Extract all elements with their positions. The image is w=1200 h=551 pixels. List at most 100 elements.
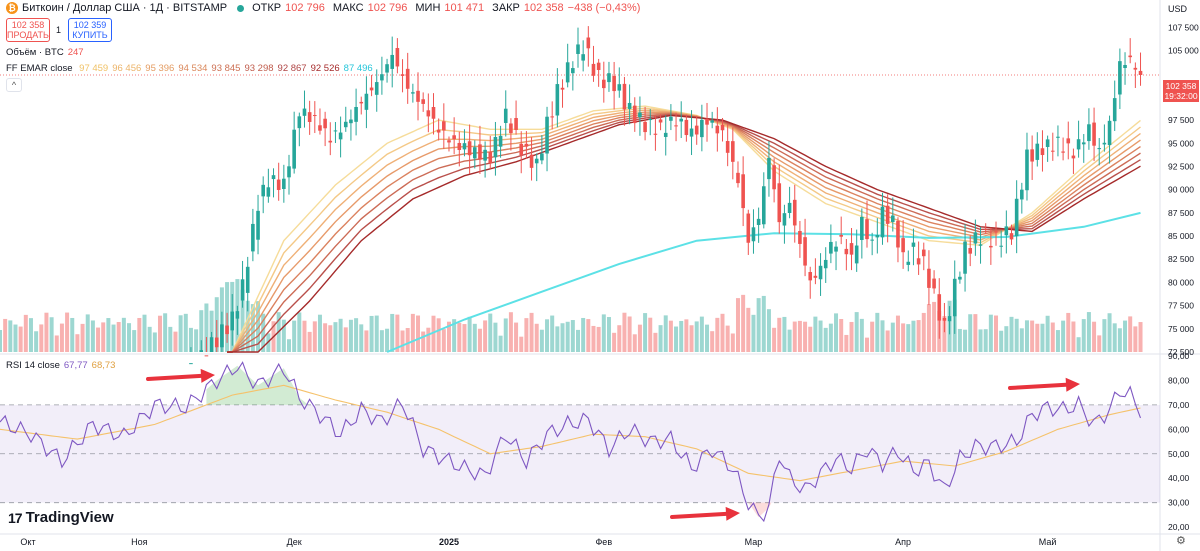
candle-body: [189, 363, 193, 365]
candle-body: [442, 121, 446, 131]
candle-body: [235, 311, 240, 319]
candle-body: [1133, 67, 1138, 70]
volume-bar: [643, 313, 648, 352]
volume-bar: [988, 314, 993, 352]
volume-bar: [529, 312, 534, 352]
candle: [230, 294, 235, 346]
price-tick-label: 97 500: [1168, 115, 1194, 125]
volume-bar: [101, 322, 106, 352]
candle: [663, 115, 668, 156]
candle: [684, 114, 689, 142]
candle-body: [818, 265, 823, 280]
candle-body: [447, 140, 451, 143]
volume-bar: [0, 330, 2, 352]
buy-button[interactable]: 102 359 КУПИТЬ: [68, 18, 112, 42]
volume-bar: [792, 321, 797, 352]
volume-bar: [28, 318, 33, 352]
candle-body: [952, 278, 957, 317]
candle-body: [488, 151, 493, 164]
candle-body: [772, 165, 776, 190]
candle: [276, 162, 281, 201]
volume-bar: [1092, 321, 1097, 352]
candle-body: [400, 74, 405, 76]
candle: [715, 107, 720, 152]
candle-body: [349, 119, 353, 124]
candle: [751, 209, 756, 254]
candle-body: [823, 259, 828, 269]
volume-bar: [823, 327, 828, 352]
ema-value: 93 845: [211, 63, 241, 74]
candle-body: [452, 135, 456, 140]
candle: [1061, 137, 1065, 161]
last-price-badge: 102 358 19:32:00: [1163, 80, 1199, 102]
candle: [720, 118, 725, 142]
tradingview-logo[interactable]: 17 TradingView: [8, 509, 114, 526]
candle-body: [870, 239, 874, 241]
rsi-tick-label: 50,00: [1168, 449, 1190, 459]
volume-bar: [317, 314, 322, 352]
volume-bar: [3, 318, 8, 352]
volume-bar: [808, 326, 813, 352]
volume-bar: [132, 330, 137, 352]
candle-body: [467, 141, 472, 156]
candle: [369, 74, 374, 97]
candle: [906, 250, 911, 272]
volume-bar: [364, 330, 369, 352]
candle-body: [803, 237, 807, 266]
candle: [503, 90, 508, 137]
arrow-shaft: [670, 511, 729, 519]
volume-bar: [663, 315, 668, 352]
volume-bar: [446, 321, 451, 352]
candle: [602, 61, 606, 103]
sell-button[interactable]: 102 358 ПРОДАТЬ: [6, 18, 50, 42]
candle-body: [725, 141, 730, 153]
volume-bar: [323, 323, 328, 352]
volume-bar: [483, 320, 488, 352]
candle: [514, 100, 518, 135]
candle: [1071, 148, 1076, 174]
close-label: ЗАКР: [492, 2, 520, 14]
volume-bar: [240, 289, 245, 352]
candle: [1092, 107, 1096, 161]
symbol-title[interactable]: Биткоин / Доллар США · 1Д · BITSTAMP: [22, 2, 228, 14]
collapse-legend-button[interactable]: ^: [6, 78, 22, 92]
candle: [411, 83, 415, 103]
candle: [545, 106, 549, 172]
volume-bar: [735, 298, 740, 352]
volume-value: 247: [67, 47, 84, 58]
price-tick-label: 95 000: [1168, 138, 1194, 148]
volume-bar: [90, 320, 95, 352]
volume-bar: [49, 317, 54, 352]
volume-bar: [921, 312, 926, 352]
candle: [1056, 125, 1060, 157]
volume-bar: [730, 333, 735, 352]
candle: [1030, 135, 1034, 180]
candle-body: [1035, 143, 1040, 160]
volume-bar: [519, 336, 524, 352]
candle: [576, 27, 580, 68]
candle: [772, 158, 776, 203]
candle-body: [720, 124, 725, 131]
ema-value: 94 534: [178, 63, 208, 74]
candle: [952, 260, 957, 334]
candle-body: [472, 147, 477, 159]
volume-bar: [472, 323, 477, 352]
candle: [189, 347, 193, 365]
candle-body: [885, 205, 890, 224]
volume-bar: [761, 295, 766, 352]
rsi-legend[interactable]: RSI 14 close 67,77 68,73: [6, 360, 115, 371]
candle: [560, 79, 565, 108]
candle-body: [493, 136, 498, 158]
gear-icon[interactable]: ⚙: [1176, 535, 1186, 547]
volume-legend[interactable]: Объём · BTC 247: [6, 47, 84, 58]
volume-bar: [287, 339, 291, 352]
ema-legend[interactable]: FF EMAR close 97 459 96 456 95 396 94 534 93…: [6, 63, 373, 74]
volume-bar: [648, 317, 653, 352]
volume-bar: [1009, 316, 1014, 352]
candle: [1040, 130, 1045, 172]
candle-body: [220, 324, 224, 348]
candle: [622, 76, 627, 126]
candle: [653, 115, 658, 151]
candle: [1081, 134, 1086, 163]
